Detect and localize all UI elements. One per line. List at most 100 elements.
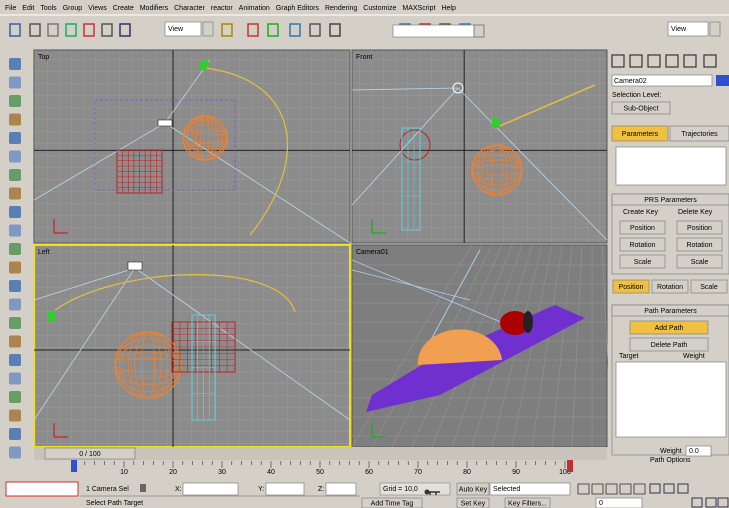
input-field[interactable] bbox=[164, 21, 202, 37]
lock-icon[interactable] bbox=[140, 484, 146, 492]
menu-item[interactable]: Edit bbox=[22, 5, 34, 12]
menu-item[interactable]: Views bbox=[88, 5, 107, 12]
sub-object[interactable] bbox=[611, 101, 671, 115]
dropdown-arrow[interactable] bbox=[473, 24, 485, 38]
tool-icon[interactable] bbox=[9, 372, 21, 385]
tool-icon[interactable] bbox=[9, 391, 21, 403]
tool-icon[interactable] bbox=[9, 206, 21, 218]
toolbar-icon[interactable] bbox=[83, 23, 95, 37]
key-button[interactable] bbox=[619, 237, 666, 252]
delete-path[interactable] bbox=[629, 337, 709, 352]
nav-icon[interactable] bbox=[717, 497, 729, 508]
tool-icon[interactable] bbox=[9, 409, 21, 422]
key-button[interactable] bbox=[676, 254, 723, 269]
menu-item[interactable]: Rendering bbox=[325, 5, 357, 12]
menu-item[interactable]: Customize bbox=[363, 5, 396, 12]
tool-icon[interactable] bbox=[9, 317, 21, 329]
toolbar-icon[interactable] bbox=[47, 23, 59, 37]
menu-item[interactable]: Character bbox=[174, 5, 205, 12]
menu-item[interactable]: Graph Editors bbox=[276, 5, 320, 12]
panel-tab-icon[interactable] bbox=[703, 54, 717, 68]
nav-icon[interactable] bbox=[705, 497, 717, 508]
toolbar-icon[interactable] bbox=[247, 23, 259, 37]
playback-button[interactable] bbox=[591, 483, 604, 495]
input-field[interactable] bbox=[685, 445, 712, 457]
time-tag[interactable] bbox=[361, 497, 423, 508]
menu-item[interactable]: Create bbox=[113, 5, 134, 12]
listener[interactable] bbox=[5, 481, 79, 497]
menu-item[interactable]: Group bbox=[63, 5, 83, 12]
viewport[interactable] bbox=[351, 49, 608, 244]
toolbar-icon[interactable] bbox=[9, 23, 21, 37]
tool-icon[interactable] bbox=[9, 243, 21, 255]
tool-icon[interactable] bbox=[9, 76, 21, 89]
input-field[interactable] bbox=[595, 497, 643, 508]
tool-icon[interactable] bbox=[9, 224, 21, 237]
tool-icon[interactable] bbox=[9, 95, 21, 107]
mode-button[interactable] bbox=[612, 279, 650, 294]
color-swatch[interactable] bbox=[716, 75, 729, 86]
tool-icon[interactable] bbox=[9, 169, 21, 181]
key-filters[interactable] bbox=[504, 497, 551, 508]
toolbar-icon[interactable] bbox=[329, 23, 341, 37]
toolbar-icon[interactable] bbox=[289, 23, 301, 37]
tool-icon[interactable] bbox=[9, 58, 21, 70]
toolbar-icon[interactable] bbox=[101, 23, 113, 37]
dropdown-arrow[interactable] bbox=[202, 21, 214, 37]
auto-key[interactable] bbox=[456, 482, 490, 496]
tool-icon[interactable] bbox=[9, 335, 21, 348]
nav-icon[interactable] bbox=[677, 483, 689, 494]
tool-icon[interactable] bbox=[9, 150, 21, 163]
playback-button[interactable] bbox=[619, 483, 632, 495]
key-button[interactable] bbox=[676, 237, 723, 252]
toolbar-icon[interactable] bbox=[309, 23, 321, 37]
input-field[interactable] bbox=[325, 482, 357, 496]
mode-button[interactable] bbox=[690, 279, 728, 294]
input-field[interactable] bbox=[615, 361, 727, 438]
dropdown-arrow[interactable] bbox=[709, 21, 721, 37]
tool-icon[interactable] bbox=[9, 428, 21, 440]
nav-icon[interactable] bbox=[691, 497, 703, 508]
menu-item[interactable]: reactor bbox=[211, 5, 233, 12]
input-field[interactable] bbox=[265, 482, 305, 496]
viewport[interactable] bbox=[33, 49, 351, 244]
key-button[interactable] bbox=[619, 220, 666, 235]
panel-tab-icon[interactable] bbox=[665, 54, 679, 68]
input-field[interactable] bbox=[667, 21, 709, 37]
tab[interactable] bbox=[669, 125, 729, 142]
tool-icon[interactable] bbox=[9, 261, 21, 274]
toolbar-icon[interactable] bbox=[267, 23, 279, 37]
mode-button[interactable] bbox=[651, 279, 689, 294]
input-field[interactable] bbox=[489, 482, 571, 496]
tool-icon[interactable] bbox=[9, 187, 21, 200]
panel-tab-icon[interactable] bbox=[629, 54, 643, 68]
rollout-title[interactable] bbox=[611, 193, 729, 206]
tool-icon[interactable] bbox=[9, 298, 21, 311]
nav-icon[interactable] bbox=[663, 483, 675, 494]
menu-item[interactable]: File bbox=[5, 5, 16, 12]
input-field[interactable] bbox=[611, 74, 713, 87]
input-field[interactable] bbox=[392, 24, 484, 38]
rollout-title[interactable] bbox=[611, 304, 729, 317]
input-field[interactable] bbox=[615, 146, 727, 186]
tool-icon[interactable] bbox=[9, 113, 21, 126]
nav-icon[interactable] bbox=[649, 483, 661, 494]
menu-item[interactable]: Animation bbox=[239, 5, 270, 12]
tool-icon[interactable] bbox=[9, 280, 21, 292]
menu-item[interactable]: Help bbox=[441, 5, 456, 12]
toolbar-icon[interactable] bbox=[29, 23, 41, 37]
set-key[interactable] bbox=[456, 497, 490, 508]
tab[interactable] bbox=[611, 125, 669, 142]
panel-tab-icon[interactable] bbox=[683, 54, 697, 68]
toolbar-icon[interactable] bbox=[65, 23, 77, 37]
playback-button[interactable] bbox=[577, 483, 590, 495]
time-slider[interactable] bbox=[44, 447, 136, 460]
tool-icon[interactable] bbox=[9, 354, 21, 366]
key-button[interactable] bbox=[676, 220, 723, 235]
toolbar-icon[interactable] bbox=[119, 23, 131, 37]
panel-tab-icon[interactable] bbox=[611, 54, 625, 68]
add-path[interactable] bbox=[629, 320, 709, 335]
menu-item[interactable]: Tools bbox=[40, 5, 57, 12]
input-field[interactable] bbox=[182, 482, 239, 496]
panel-tab-icon[interactable] bbox=[647, 54, 661, 68]
